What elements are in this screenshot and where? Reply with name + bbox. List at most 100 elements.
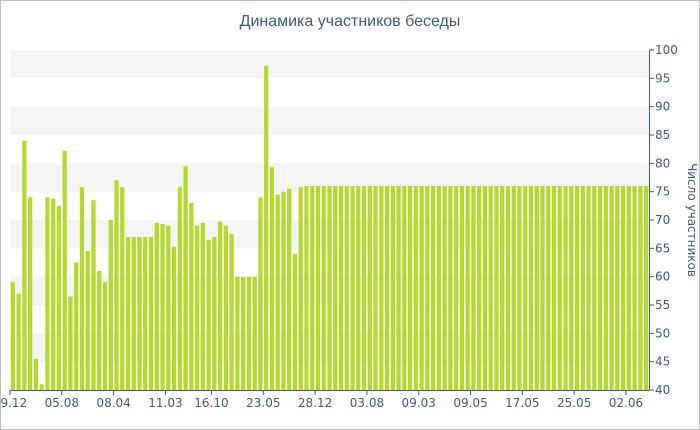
bar bbox=[22, 140, 27, 390]
bar bbox=[482, 186, 488, 390]
bar bbox=[148, 237, 154, 390]
y-tick-label: 75 bbox=[655, 185, 670, 199]
x-tick-label: 02.06 bbox=[609, 396, 643, 410]
y-tick-label: 80 bbox=[655, 156, 670, 170]
bar bbox=[540, 186, 545, 390]
bar bbox=[643, 186, 649, 390]
bar bbox=[51, 198, 56, 390]
x-tick-label: 28.12 bbox=[298, 396, 332, 410]
bar bbox=[304, 186, 309, 390]
bar bbox=[258, 197, 263, 390]
bar bbox=[477, 186, 482, 390]
y-tick-label: 85 bbox=[655, 128, 670, 142]
bar bbox=[154, 222, 159, 390]
bar bbox=[430, 186, 436, 390]
x-tick-label: 09.05 bbox=[453, 396, 487, 410]
bar bbox=[206, 239, 211, 390]
bar bbox=[120, 187, 125, 390]
bar bbox=[603, 186, 608, 390]
bar bbox=[626, 186, 631, 390]
bar bbox=[137, 237, 142, 390]
bar bbox=[407, 186, 413, 390]
bar bbox=[367, 186, 372, 390]
bar bbox=[131, 237, 136, 390]
bar bbox=[108, 220, 113, 390]
bar bbox=[592, 186, 597, 390]
y-axis-title: Число участников bbox=[685, 163, 699, 277]
y-tick-label: 60 bbox=[655, 270, 670, 284]
bar bbox=[281, 191, 286, 390]
bar bbox=[223, 225, 229, 390]
bar bbox=[310, 186, 315, 390]
x-tick-label: 08.04 bbox=[96, 396, 130, 410]
bar bbox=[74, 262, 79, 390]
x-tick-label: 23.05 bbox=[246, 396, 280, 410]
bar bbox=[298, 187, 303, 390]
y-tick-label: 50 bbox=[655, 326, 670, 340]
y-tick-label: 70 bbox=[655, 213, 670, 227]
bar bbox=[419, 186, 424, 390]
bar bbox=[609, 186, 614, 390]
bar bbox=[252, 276, 257, 390]
bar bbox=[459, 186, 465, 390]
bar bbox=[321, 186, 326, 390]
bar bbox=[390, 186, 395, 390]
bar bbox=[620, 186, 626, 390]
grid-band bbox=[10, 106, 649, 135]
bar bbox=[465, 186, 470, 390]
bar bbox=[269, 167, 275, 390]
bar bbox=[125, 237, 131, 390]
bar bbox=[413, 186, 418, 390]
x-tick-label: 17.05 bbox=[505, 396, 539, 410]
bar bbox=[177, 187, 182, 390]
bar bbox=[471, 186, 476, 390]
bar bbox=[350, 186, 355, 390]
bar bbox=[500, 186, 505, 390]
y-tick-label: 100 bbox=[655, 43, 678, 57]
bar bbox=[396, 186, 401, 390]
bar bbox=[569, 186, 574, 390]
x-axis-ticks: 29.12 05.08 08.04 11.03 16.10 23.05 28.12 03.08… bbox=[0, 390, 643, 410]
bar bbox=[546, 186, 551, 390]
bar bbox=[638, 186, 643, 390]
bar bbox=[39, 384, 44, 390]
x-tick-label: 11.03 bbox=[148, 396, 182, 410]
x-tick-label: 09.03 bbox=[402, 396, 436, 410]
bar bbox=[373, 186, 378, 390]
bar bbox=[580, 186, 585, 390]
bar bbox=[632, 186, 637, 390]
bar bbox=[287, 188, 292, 390]
x-tick-label: 03.08 bbox=[350, 396, 384, 410]
chart-title: Динамика участников беседы bbox=[239, 13, 461, 30]
bar bbox=[68, 296, 73, 390]
bar bbox=[246, 276, 252, 390]
bar bbox=[28, 197, 33, 390]
bar bbox=[79, 187, 85, 390]
bar bbox=[45, 197, 50, 390]
bar bbox=[402, 186, 407, 390]
bar bbox=[166, 225, 171, 390]
x-tick-label: 29.12 bbox=[0, 396, 27, 410]
bar bbox=[171, 246, 177, 390]
bar bbox=[494, 186, 499, 390]
bar bbox=[442, 186, 447, 390]
bar bbox=[10, 282, 16, 390]
bar bbox=[505, 186, 511, 390]
bar bbox=[91, 200, 96, 390]
y-tick-label: 40 bbox=[655, 383, 670, 397]
bar-series bbox=[10, 65, 649, 391]
bar bbox=[517, 186, 522, 390]
bar bbox=[217, 221, 223, 390]
bar bbox=[97, 271, 102, 390]
y-tick-label: 95 bbox=[655, 71, 670, 85]
bar bbox=[194, 225, 200, 390]
bar bbox=[448, 186, 453, 390]
bar bbox=[327, 186, 332, 390]
bar bbox=[523, 186, 528, 390]
bar bbox=[436, 186, 442, 390]
bar bbox=[563, 186, 568, 390]
bar bbox=[488, 186, 493, 390]
bar bbox=[102, 282, 108, 390]
bar bbox=[275, 194, 280, 390]
bar bbox=[241, 276, 246, 390]
